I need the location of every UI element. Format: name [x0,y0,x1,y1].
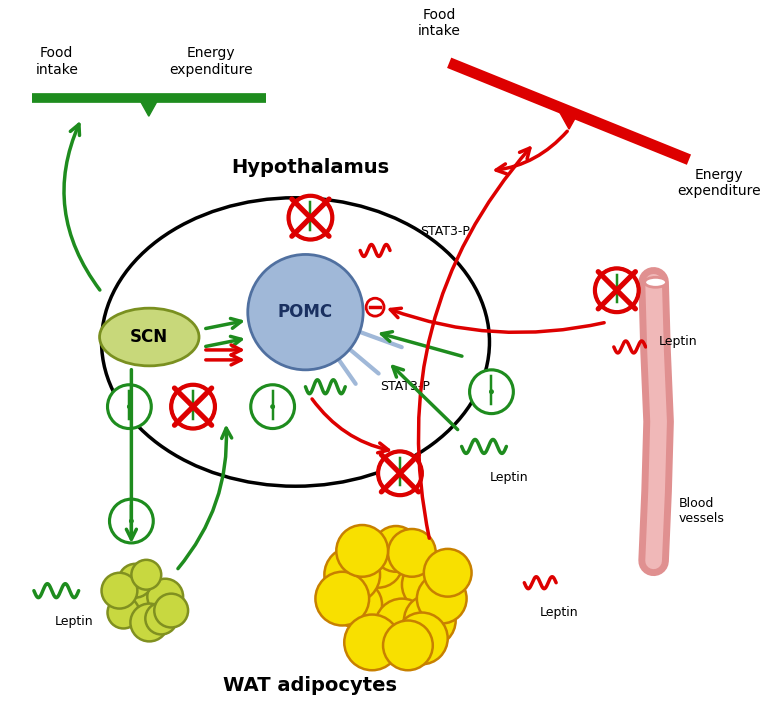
Text: SCN: SCN [130,328,169,346]
Text: Leptin: Leptin [540,606,579,619]
Text: STAT3-P: STAT3-P [380,380,430,393]
Circle shape [251,384,295,429]
Circle shape [336,525,388,577]
Circle shape [388,529,436,577]
Circle shape [396,613,448,664]
Circle shape [366,299,384,316]
Circle shape [402,558,454,611]
Text: Energy
expenditure: Energy expenditure [169,47,252,77]
Circle shape [102,573,137,609]
Circle shape [373,526,419,572]
Text: STAT3-P: STAT3-P [420,225,470,238]
Circle shape [325,547,380,603]
Circle shape [122,581,162,621]
Text: Leptin: Leptin [54,614,93,627]
Text: WAT adipocytes: WAT adipocytes [223,676,397,695]
Circle shape [248,254,363,370]
Ellipse shape [644,277,666,287]
Polygon shape [559,111,579,129]
Circle shape [107,384,151,429]
Circle shape [398,472,401,475]
Circle shape [344,614,400,670]
Circle shape [171,384,215,429]
Text: Food
intake: Food intake [418,8,461,38]
Circle shape [130,604,169,642]
Circle shape [147,579,183,614]
Text: Blood
vessels: Blood vessels [678,497,724,525]
Text: Leptin: Leptin [490,471,528,484]
Circle shape [128,405,131,408]
Circle shape [315,572,369,626]
Circle shape [490,390,493,394]
Circle shape [118,563,152,598]
Circle shape [334,581,382,629]
Circle shape [129,519,133,523]
Text: Energy
expenditure: Energy expenditure [677,168,760,198]
Circle shape [110,499,153,543]
Ellipse shape [100,308,199,366]
Text: Leptin: Leptin [659,336,697,349]
Circle shape [375,599,429,652]
Circle shape [362,563,418,619]
Text: Hypothalamus: Hypothalamus [231,158,390,178]
Circle shape [107,596,140,629]
Circle shape [145,603,177,634]
Circle shape [289,195,332,240]
Circle shape [470,370,514,414]
Circle shape [383,621,433,670]
Circle shape [132,560,162,590]
Circle shape [309,216,312,219]
Circle shape [404,595,456,647]
Circle shape [271,405,274,408]
Circle shape [424,549,472,596]
Circle shape [595,268,639,312]
Circle shape [378,451,422,495]
Circle shape [154,594,188,627]
Text: Food
intake: Food intake [35,47,78,77]
Text: POMC: POMC [278,303,333,321]
Circle shape [354,538,403,588]
Circle shape [615,289,619,292]
Circle shape [417,574,466,624]
Circle shape [191,405,194,408]
Polygon shape [139,98,158,116]
